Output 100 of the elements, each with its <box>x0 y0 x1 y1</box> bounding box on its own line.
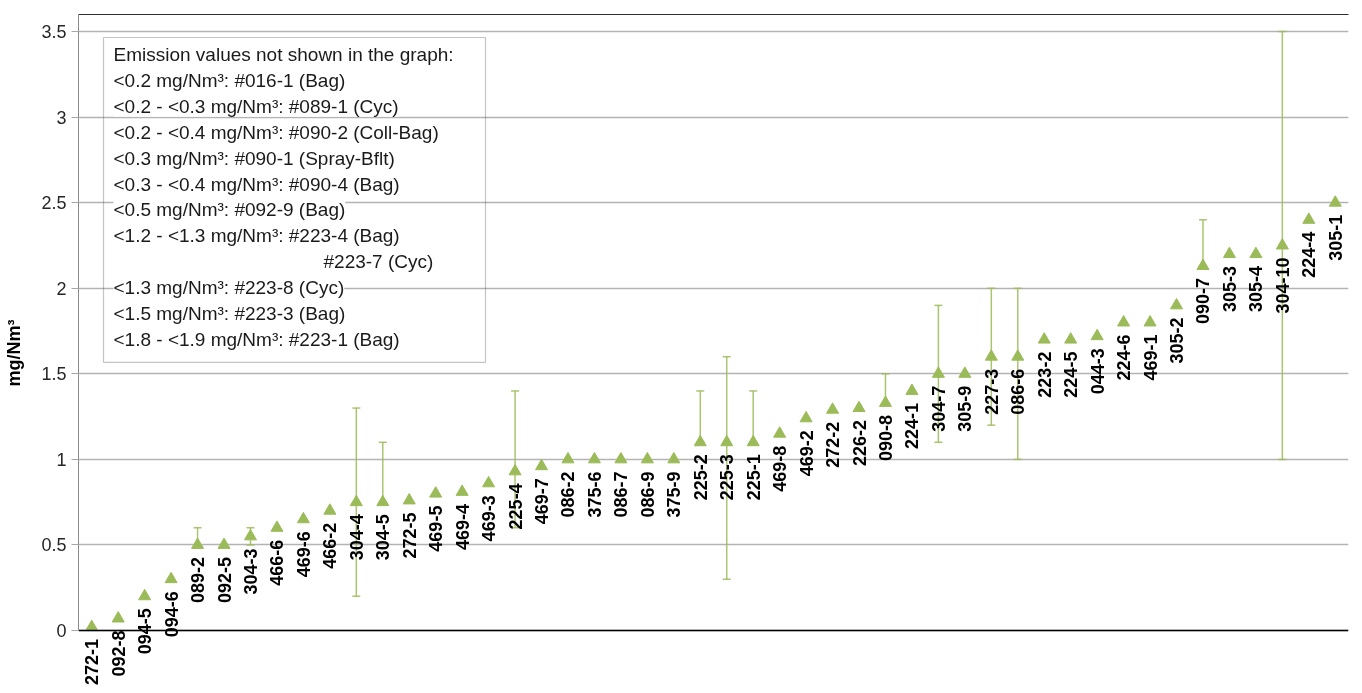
point <box>931 366 945 378</box>
x-tick-label: 225-1 <box>743 454 764 501</box>
point <box>138 588 152 601</box>
x-tick-label: 469-2 <box>796 430 817 477</box>
x-tick-label: 089-2 <box>188 556 209 603</box>
x-tick-label: 375-6 <box>584 471 605 518</box>
point <box>243 528 257 541</box>
x-tick-label: 305-1 <box>1325 214 1346 261</box>
point <box>164 571 178 584</box>
y-tick-label: 0.5 <box>41 535 67 556</box>
point <box>667 451 681 464</box>
x-tick-label: 086-7 <box>611 471 632 518</box>
x-tick-label: 225-4 <box>505 483 526 530</box>
annotation: <0.2 mg/Nm³: #016-1 (Bag) <box>113 69 346 91</box>
x-tick-label: 304-5 <box>373 514 394 561</box>
x-tick-label: 272-5 <box>399 512 420 559</box>
x-tick-label: 225-3 <box>717 454 738 501</box>
x-tick-label: 469-3 <box>479 495 500 542</box>
x-tick-label: 092-8 <box>108 630 129 677</box>
x-tick-label: 375-9 <box>664 471 685 518</box>
y-tick-label: 1 <box>56 449 67 470</box>
point <box>1143 315 1157 327</box>
x-tick-label: 305-2 <box>1167 317 1188 364</box>
point <box>720 434 734 447</box>
point <box>429 486 443 498</box>
x-tick-label: 272-1 <box>82 639 103 686</box>
point <box>455 484 469 496</box>
point <box>905 383 919 395</box>
x-tick-label: 086-2 <box>558 471 579 518</box>
point <box>1011 349 1025 361</box>
x-tick-label: 224-5 <box>1061 351 1082 398</box>
annotation: <1.2 - <1.3 mg/Nm³: #223-4 (Bag) #223-7 (Cyc) <box>113 225 434 273</box>
x-tick-label: 044-3 <box>1087 348 1108 395</box>
x-tick-label: 223-2 <box>1034 351 1055 398</box>
point <box>746 434 760 447</box>
annotation: Emission values not shown in the graph: <box>113 44 454 65</box>
point <box>1170 297 1184 310</box>
annotation: <0.2 - <0.4 mg/Nm³: #090-2 (Coll-Bag) <box>113 121 439 143</box>
point <box>402 493 416 505</box>
x-tick-label: 305-4 <box>1246 266 1267 313</box>
x-tick-label: 469-8 <box>770 445 791 492</box>
annotation: <1.8 - <1.9 mg/Nm³: #223-1 (Bag) <box>113 328 400 350</box>
x-tick-label: 305-3 <box>1219 266 1240 313</box>
point <box>1117 315 1131 327</box>
point <box>1064 332 1078 344</box>
x-tick-label: 086-6 <box>1008 368 1029 415</box>
x-tick-label: 086-9 <box>637 471 658 518</box>
x-tick-label: 469-7 <box>532 478 553 525</box>
point <box>535 458 549 471</box>
x-tick-label: 304-3 <box>240 548 261 595</box>
x-tick-label: 224-4 <box>1299 231 1320 278</box>
x-tick-label: 469-5 <box>426 505 447 552</box>
point <box>1302 212 1316 224</box>
point <box>1249 246 1263 259</box>
point <box>1090 328 1104 341</box>
x-tick-label: 304-7 <box>928 385 949 432</box>
y-tick-label: 1.5 <box>41 364 67 385</box>
x-tick-label: 304-4 <box>346 514 367 561</box>
x-tick-label: 090-8 <box>875 414 896 461</box>
point <box>878 395 892 407</box>
annotation: <0.2 - <0.3 mg/Nm³: #089-1 (Cyc) <box>113 95 399 117</box>
x-tick-label: 466-2 <box>320 522 341 569</box>
x-tick-label: 272-2 <box>823 421 844 468</box>
point <box>1037 332 1051 344</box>
point <box>1222 246 1236 259</box>
y-tick-label: 3.5 <box>41 22 67 43</box>
annotation: <0.3 - <0.4 mg/Nm³: #090-4 (Bag) <box>113 173 400 195</box>
x-tick-label: 304-10 <box>1272 257 1293 314</box>
point <box>799 410 813 423</box>
point <box>323 503 337 515</box>
x-tick-label: 469-6 <box>293 531 314 578</box>
x-tick-label: 469-4 <box>452 503 473 550</box>
annotation: <0.5 mg/Nm³: #092-9 (Bag) <box>113 199 346 221</box>
point <box>984 349 998 361</box>
point <box>693 434 707 447</box>
x-tick-label: 466-6 <box>267 539 288 586</box>
point <box>296 511 310 524</box>
x-tick-label: 094-5 <box>135 608 156 655</box>
x-tick-label: 224-6 <box>1114 334 1135 381</box>
point <box>614 451 628 464</box>
x-tick-label: 092-5 <box>214 556 235 603</box>
x-tick-label: 469-1 <box>1140 334 1161 381</box>
annotation: <1.5 mg/Nm³: #223-3 (Bag) <box>113 303 346 324</box>
y-tick-label: 2.5 <box>41 193 67 214</box>
annotation: <0.3 mg/Nm³: #090-1 (Spray-Bflt) <box>113 147 395 169</box>
x-tick-label: 090-7 <box>1193 278 1214 325</box>
x-tick-label: 305-9 <box>955 385 976 432</box>
point <box>376 494 390 507</box>
point <box>773 426 787 438</box>
y-tick-label: 0 <box>56 621 67 641</box>
x-tick-label: 227-3 <box>981 368 1002 415</box>
annotation: <1.3 mg/Nm³: #223-8 (Cyc) <box>113 277 345 299</box>
y-tick-label: 2 <box>56 278 67 299</box>
y-axis-title: mg/Nm³ <box>4 319 25 387</box>
point <box>1328 195 1342 207</box>
point <box>640 451 654 464</box>
y-tick-label: 3 <box>56 107 67 128</box>
point <box>482 475 496 488</box>
point <box>958 366 972 378</box>
x-tick-label: 094-6 <box>161 591 182 638</box>
